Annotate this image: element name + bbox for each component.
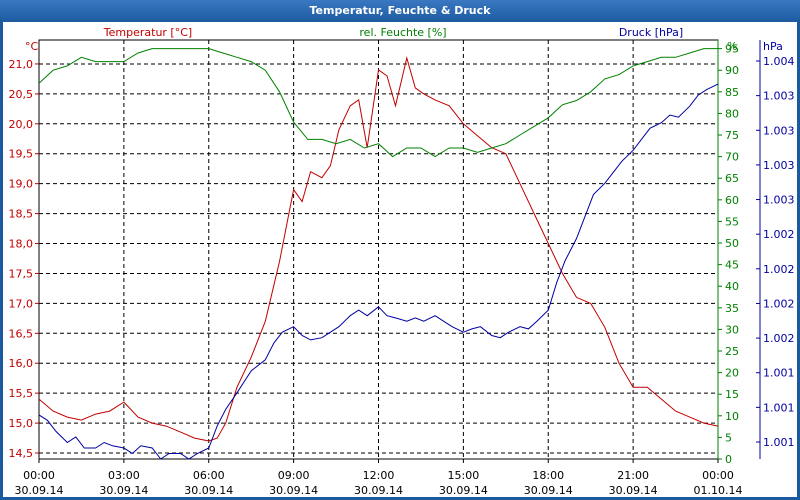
humidity-tick-label: 20 xyxy=(725,367,739,380)
x-tick-time: 00:00 xyxy=(23,469,55,482)
humidity-tick-label: 70 xyxy=(725,151,739,164)
temperature-tick-label: 15,5 xyxy=(9,387,34,400)
window-title: Temperatur, Feuchte & Druck xyxy=(0,0,800,22)
pressure-tick-label: 1.003 xyxy=(763,194,795,207)
pressure-legend: Druck [hPa] xyxy=(619,26,683,39)
pressure-tick-label: 1.004 xyxy=(763,55,795,68)
pressure-tick-label: 1.002 xyxy=(763,228,795,241)
humidity-tick-label: 10 xyxy=(725,410,739,423)
x-tick-date: 30.09.14 xyxy=(15,484,64,497)
x-tick-time: 15:00 xyxy=(448,469,480,482)
pressure-tick-label: 1.001 xyxy=(763,401,795,414)
chart-area: 00:00 30.09.14 03:00 30.09.14 06:00 30.09.14 0… xyxy=(3,22,797,497)
humidity-tick-label: 15 xyxy=(725,388,739,401)
x-tick-date: 30.09.14 xyxy=(524,484,573,497)
temperature-unit-label: °C xyxy=(25,40,39,53)
humidity-line xyxy=(38,48,718,158)
humidity-tick-label: 55 xyxy=(725,215,739,228)
temperature-tick-label: 21,0 xyxy=(9,58,34,71)
x-tick-time: 03:00 xyxy=(108,469,140,482)
humidity-tick-label: 5 xyxy=(725,431,732,444)
x-tick-time: 21:00 xyxy=(617,469,649,482)
humidity-tick-label: 80 xyxy=(725,107,739,120)
temperature-tick-label: 17,0 xyxy=(9,297,34,310)
humidity-tick-label: 75 xyxy=(725,129,739,142)
pressure-tick-label: 1.001 xyxy=(763,367,795,380)
pressure-unit-label: hPa xyxy=(763,40,783,53)
x-tick-date: 30.09.14 xyxy=(99,484,148,497)
x-tick-date: 01.10.14 xyxy=(694,484,743,497)
pressure-tick-label: 1.003 xyxy=(763,90,795,103)
humidity-tick-label: 60 xyxy=(725,194,739,207)
temperature-tick-label: 19,5 xyxy=(9,148,34,161)
chart-svg: 00:00 30.09.14 03:00 30.09.14 06:00 30.09.14 0… xyxy=(9,26,795,497)
temperature-line xyxy=(38,56,719,442)
humidity-tick-label: 0 xyxy=(725,453,732,466)
temperature-tick-label: 20,0 xyxy=(9,118,34,131)
x-tick-time: 09:00 xyxy=(278,469,310,482)
pressure-tick-label: 1.002 xyxy=(763,263,795,276)
temperature-tick-label: 20,5 xyxy=(9,88,34,101)
humidity-tick-label: 65 xyxy=(725,172,739,185)
temperature-tick-label: 16,5 xyxy=(9,327,34,340)
humidity-tick-label: 45 xyxy=(725,259,739,272)
x-tick-date: 30.09.14 xyxy=(609,484,658,497)
temperature-tick-label: 18,0 xyxy=(9,238,34,251)
humidity-tick-label: 35 xyxy=(725,302,739,315)
x-tick-time: 18:00 xyxy=(532,469,564,482)
humidity-tick-label: 25 xyxy=(725,345,739,358)
temperature-tick-label: 16,0 xyxy=(9,357,34,370)
temperature-legend: Temperatur [°C] xyxy=(103,26,192,39)
pressure-tick-label: 1.003 xyxy=(763,159,795,172)
pressure-tick-label: 1.001 xyxy=(763,436,795,449)
x-tick-date: 30.09.14 xyxy=(439,484,488,497)
humidity-tick-label: 90 xyxy=(725,64,739,77)
pressure-tick-label: 1.002 xyxy=(763,297,795,310)
humidity-tick-label: 85 xyxy=(725,86,739,99)
pressure-tick-label: 1.003 xyxy=(763,124,795,137)
humidity-tick-label: 50 xyxy=(725,237,739,250)
x-tick-time: 12:00 xyxy=(363,469,395,482)
x-tick-date: 30.09.14 xyxy=(354,484,403,497)
x-tick-date: 30.09.14 xyxy=(184,484,233,497)
x-tick-date: 30.09.14 xyxy=(269,484,318,497)
humidity-legend: rel. Feuchte [%] xyxy=(359,26,446,39)
humidity-tick-label: 40 xyxy=(725,280,739,293)
plot-border xyxy=(38,39,719,460)
pressure-line xyxy=(38,83,719,460)
humidity-unit-label: % xyxy=(727,40,737,53)
temperature-tick-label: 17,5 xyxy=(9,267,34,280)
temperature-tick-label: 15,0 xyxy=(9,417,34,430)
pressure-tick-label: 1.002 xyxy=(763,332,795,345)
temperature-tick-label: 18,5 xyxy=(9,208,34,221)
temperature-tick-label: 14,5 xyxy=(9,447,34,460)
humidity-tick-label: 95 xyxy=(725,43,739,56)
humidity-tick-label: 30 xyxy=(725,323,739,336)
x-tick-time: 06:00 xyxy=(193,469,225,482)
x-tick-time: 00:00 xyxy=(702,469,734,482)
temperature-tick-label: 19,0 xyxy=(9,178,34,191)
